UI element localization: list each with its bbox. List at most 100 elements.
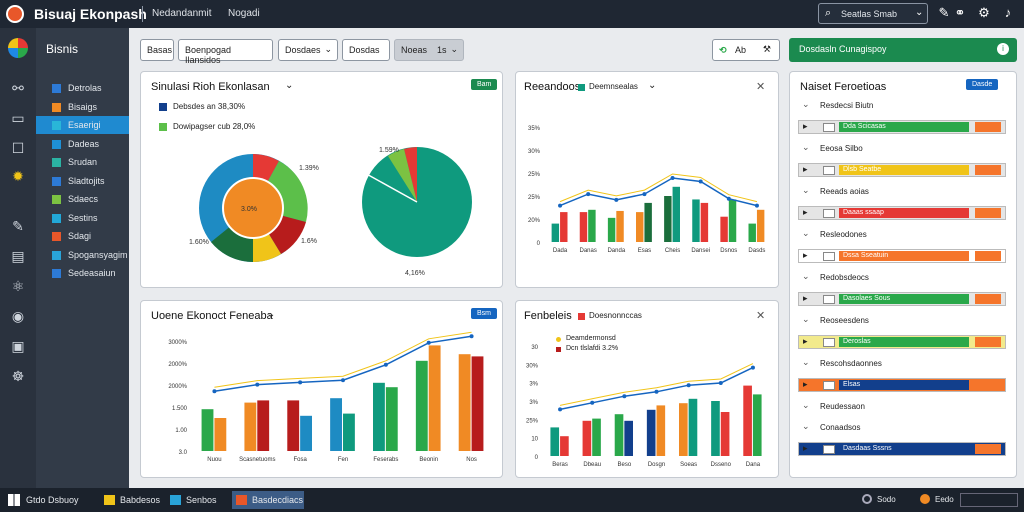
primary-action-button[interactable]: Dosdasln Cunagispoy i <box>789 38 1017 62</box>
basas-button[interactable]: Basas <box>140 39 174 61</box>
donut-inner <box>222 177 284 239</box>
feature-row-bar <box>839 380 969 390</box>
link-icon[interactable]: ⚭ <box>954 5 966 20</box>
gear-icon[interactable]: ⚙ <box>978 5 990 20</box>
chevron-down-icon[interactable]: ⌄ <box>648 80 657 91</box>
task-item[interactable]: Babdesos <box>100 491 164 509</box>
x-tick-label: Danas <box>580 248 597 254</box>
attach-icon[interactable]: ⚯ <box>12 80 24 96</box>
start-icon[interactable] <box>8 494 20 506</box>
pen-icon[interactable]: ✎ <box>938 5 950 20</box>
share-icon[interactable]: ⚛ <box>11 278 25 294</box>
feature-group-header[interactable]: ⌄ Reoseesdens <box>798 314 1006 328</box>
breadcrumb-item[interactable]: Nogadi <box>228 8 260 19</box>
legend-swatch <box>159 103 167 111</box>
bar <box>588 209 596 242</box>
sidebar-item-icon <box>52 269 61 278</box>
sidebar-item[interactable]: Spogansyagim <box>36 246 129 264</box>
close-icon[interactable]: ✕ <box>756 310 766 322</box>
x-tick-label: Nos <box>466 457 477 463</box>
feature-group-header[interactable]: ⌄ Eeosa Silbo <box>798 142 1006 156</box>
x-tick-label: Scasnetuoms <box>239 457 275 463</box>
feature-row[interactable]: ▸ Elsas <box>798 378 1006 392</box>
right-panel-badge[interactable]: Dasde <box>966 79 999 90</box>
feature-group-header[interactable]: ⌄ Conaadsos <box>798 421 1006 435</box>
series-line-secondary <box>559 363 754 406</box>
title-divider <box>142 6 143 22</box>
sun-icon[interactable]: ✹ <box>12 168 24 184</box>
feature-group-label: Conaadsos <box>820 423 861 432</box>
feature-group-header[interactable]: ⌄ Reeads aoias <box>798 185 1006 199</box>
chart-ekonoct: 3.0 1.00 1.500 2000% 2000% 3000% Nuou Scasnetuo… <box>168 331 484 463</box>
home-logo-icon[interactable] <box>8 38 28 58</box>
chevron-down-icon[interactable]: ⌄ <box>267 309 276 320</box>
start-label[interactable]: Gtdo Dsbuoy <box>26 495 79 505</box>
ab-button[interactable]: ⟲ Ab ⚒ <box>712 39 780 61</box>
noeas-dropdown[interactable]: Noeas 1s ⌄ <box>394 39 464 61</box>
feature-row[interactable]: ▸ Deroslas <box>798 335 1006 349</box>
feature-group-header[interactable]: ⌄ Reudessaon <box>798 400 1006 414</box>
power-icon[interactable]: ◉ <box>11 308 25 324</box>
feature-group-label: Reudessaon <box>820 402 865 411</box>
tray-label: Sodo <box>877 495 896 504</box>
bar <box>720 412 730 456</box>
boenpogad-button[interactable]: Boenpogad Ilansidos <box>178 39 273 65</box>
pie-charts: 3.0% 1.39% 1.6% 1.60% 1.59% 4,16% <box>189 147 472 277</box>
sidebar-item[interactable]: Dadeas <box>36 135 129 153</box>
feature-row[interactable]: ▸ Dssa Sseatuin <box>798 249 1006 263</box>
feature-row[interactable]: ▸ Dasolaes Sous <box>798 292 1006 306</box>
sidebar-item[interactable]: Detrolas <box>36 79 129 97</box>
notification-icon[interactable] <box>920 494 930 504</box>
tablet-icon[interactable]: ▭ <box>11 110 25 126</box>
chevron-down-icon: ⌄ <box>324 44 332 54</box>
book-icon[interactable]: ▤ <box>11 248 25 264</box>
sidebar-item[interactable]: Sladtojits <box>36 172 129 190</box>
feature-row[interactable]: ▸ Daaas ssaap <box>798 206 1006 220</box>
feature-row[interactable]: ▸ Dda Scicasas <box>798 120 1006 134</box>
users-icon[interactable]: ☸ <box>11 368 25 384</box>
sidebar-item[interactable]: Sdagi <box>36 227 129 245</box>
sidebar-item[interactable]: Sestins <box>36 209 129 227</box>
bar <box>688 398 698 456</box>
clock-icon[interactable] <box>862 494 872 504</box>
search-box[interactable]: ⌕ Seatlas Smab ⌄ <box>818 3 928 24</box>
dosdas-button[interactable]: Dosdas <box>342 39 390 61</box>
feature-row[interactable]: ▸ Dlsb Seatbe <box>798 163 1006 177</box>
tool-icon: ⚒ <box>762 44 771 54</box>
task-item-active[interactable]: Basdecdiacs <box>232 491 304 509</box>
feature-row-icon <box>823 338 835 347</box>
tasks-icon[interactable]: ☐ <box>11 140 25 156</box>
breadcrumb-item[interactable]: Nedandanmit <box>152 8 212 19</box>
sidebar-item-icon <box>52 139 61 149</box>
sidebar-item[interactable]: Bisaigs <box>36 98 129 116</box>
feature-group-header[interactable]: ⌄ Rescohsdaonnes <box>798 357 1006 371</box>
panel-title: Sinulasi Rioh Ekonlasan <box>151 81 270 93</box>
pen-icon[interactable]: ✎ <box>12 218 24 234</box>
task-item[interactable]: Senbos <box>166 491 221 509</box>
chevron-down-icon[interactable]: ⌄ <box>915 7 924 18</box>
feature-row-value <box>975 337 1001 347</box>
sidebar-item[interactable]: Srudan <box>36 153 129 171</box>
expand-icon: ▸ <box>803 293 808 303</box>
panel-badge[interactable]: Bam <box>471 79 498 90</box>
sidebar-item[interactable]: Sdaecs <box>36 190 129 208</box>
feature-group-header[interactable]: ⌄ Resdecsi Biutn <box>798 99 1006 113</box>
tray-label: Eedo <box>935 495 954 504</box>
sidebar-item[interactable]: Sedeasaiun <box>36 264 129 282</box>
bell-icon[interactable]: ♪ <box>1004 5 1012 20</box>
feature-row[interactable]: ▸ Dasdaas Sssns <box>798 442 1006 456</box>
feature-group-header[interactable]: ⌄ Redobsdeocs <box>798 271 1006 285</box>
sidebar-item-icon <box>52 176 61 186</box>
sidebar-item-icon <box>52 195 61 204</box>
series-point <box>298 380 303 385</box>
x-tick-label: Nuou <box>207 457 221 463</box>
sidebar-item[interactable]: Esaerigi <box>36 116 129 134</box>
chevron-down-icon[interactable]: ⌄ <box>285 80 294 91</box>
panel-badge[interactable]: Bsm <box>471 308 497 319</box>
feature-group-header[interactable]: ⌄ Resleodones <box>798 228 1006 242</box>
close-icon[interactable]: ✕ <box>756 81 766 93</box>
primary-action-label: Dosdasln Cunagispoy <box>799 44 887 54</box>
legend-swatch <box>159 123 167 131</box>
dosdaes-dropdown[interactable]: Dosdaes ⌄ <box>278 39 338 61</box>
window-icon[interactable]: ▣ <box>11 338 25 354</box>
